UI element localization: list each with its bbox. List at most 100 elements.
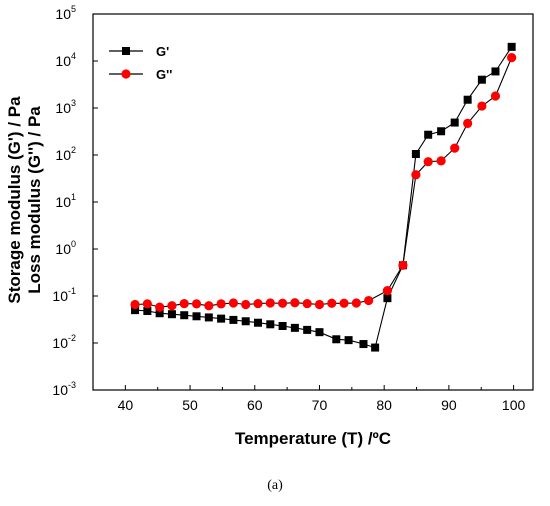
g-prime-point <box>383 294 392 303</box>
y-tick-base: 10 <box>52 382 68 398</box>
y-axis-title-line2: Loss modulus (G'') / Pa <box>25 106 44 294</box>
g-double-prime-point <box>339 298 349 308</box>
y-tick-base: 10 <box>55 147 71 163</box>
g-double-prime-point <box>290 298 300 308</box>
g-double-prime-point <box>204 301 214 311</box>
g-double-prime-point <box>277 298 288 308</box>
g-double-prime-point <box>241 299 251 310</box>
legend-marker-g-double-prime <box>121 69 131 79</box>
x-tick-label: 60 <box>247 397 263 413</box>
y-tick-exponent: 0 <box>71 239 76 249</box>
y-tick-label: 10-2 <box>52 333 76 351</box>
g-prime-point <box>477 75 486 84</box>
legend-label-g-double-prime: G'' <box>156 67 172 82</box>
g-prime-point <box>359 340 368 349</box>
figure-caption: (a) <box>267 478 283 493</box>
g-prime-point <box>266 320 275 329</box>
legend-marker-g-prime <box>122 47 130 55</box>
g-prime-point <box>463 95 472 104</box>
g-prime-point <box>437 127 446 136</box>
g-double-prime-point <box>436 156 446 166</box>
g-double-prime-point <box>507 53 517 63</box>
x-axis-ticks: 40 50 60 70 80 90 100 <box>92 385 526 413</box>
g-prime-point <box>450 118 459 127</box>
g-double-prime-point <box>351 298 361 308</box>
g-double-prime-point <box>253 298 263 309</box>
g-double-prime-point <box>327 298 337 308</box>
y-tick-exponent: 4 <box>71 51 76 61</box>
g-double-prime-point <box>490 91 501 101</box>
g-prime-point <box>131 306 140 315</box>
g-prime-point <box>192 312 201 321</box>
y-tick-exponent: 1 <box>71 192 76 202</box>
g-prime-point <box>344 336 353 345</box>
g-double-prime-point <box>216 299 226 309</box>
g-double-prime-point <box>450 143 460 153</box>
g-prime-point <box>491 67 500 76</box>
series-layer <box>130 42 517 352</box>
y-tick-label: 104 <box>55 51 76 69</box>
y-tick-exponent: 3 <box>71 98 76 108</box>
g-prime-point <box>143 306 152 315</box>
y-tick-label: 101 <box>55 192 76 210</box>
g-double-prime-point <box>191 299 202 309</box>
g-prime-point <box>303 325 312 334</box>
x-tick-label: 40 <box>118 397 134 413</box>
y-tick-label: 102 <box>55 145 76 163</box>
rheology-chart: 40 50 60 70 80 90 100 10-310-210-1100101102103… <box>5 4 534 448</box>
g-prime-point <box>167 310 176 319</box>
y-tick-base: 10 <box>52 288 68 304</box>
y-tick-label: 105 <box>55 4 76 22</box>
x-tick-label: 100 <box>502 397 526 413</box>
g-prime-point <box>204 313 213 322</box>
g-prime-point <box>290 323 299 332</box>
x-tick-label: 80 <box>376 397 392 413</box>
g-double-prime-point <box>398 260 408 270</box>
y-tick-base: 10 <box>55 194 71 210</box>
g-prime-point <box>254 318 262 327</box>
y-tick-exponent: -3 <box>68 380 76 390</box>
legend-label-g-prime: G' <box>156 44 169 59</box>
g-prime-point <box>315 328 324 337</box>
y-tick-label: 10-1 <box>52 286 76 304</box>
x-axis-title: Temperature (T) /ºC <box>235 429 391 448</box>
g-prime-point <box>411 150 420 159</box>
g-double-prime-point <box>411 170 421 180</box>
g-double-prime-point <box>382 286 393 296</box>
g-double-prime-point <box>477 101 487 111</box>
y-tick-base: 10 <box>55 241 71 257</box>
g-double-prime-point <box>302 298 312 309</box>
y-tick-exponent: 2 <box>71 145 76 155</box>
y-tick-label: 103 <box>55 98 76 116</box>
y-tick-label: 100 <box>55 239 76 257</box>
g-double-prime-point <box>463 118 473 129</box>
y-tick-base: 10 <box>55 6 71 22</box>
legend: G' G'' <box>109 44 172 82</box>
g-prime-point <box>507 42 516 51</box>
x-tick-label: 90 <box>441 397 457 413</box>
g-prime-point <box>217 314 226 323</box>
g-double-prime-point <box>179 298 189 309</box>
y-tick-base: 10 <box>55 100 71 116</box>
series-line-g-double-prime <box>135 57 513 308</box>
y-tick-exponent: -1 <box>68 286 76 296</box>
g-prime-point <box>155 309 164 318</box>
y-axis-title-line1: Storage modulus (G') / Pa <box>5 96 24 304</box>
g-double-prime-point <box>228 298 239 308</box>
g-prime-point <box>332 335 341 344</box>
g-double-prime-point <box>314 299 325 310</box>
y-tick-exponent: -2 <box>68 333 76 343</box>
g-prime-point <box>180 311 189 320</box>
g-double-prime-point <box>423 157 433 167</box>
y-tick-base: 10 <box>52 335 68 351</box>
g-prime-point <box>278 321 287 330</box>
g-double-prime-point <box>364 295 374 306</box>
x-tick-label: 70 <box>312 397 328 413</box>
g-double-prime-point <box>167 301 177 311</box>
g-prime-point <box>424 130 433 139</box>
y-tick-label: 10-3 <box>52 380 76 398</box>
g-prime-point <box>229 315 238 324</box>
g-double-prime-point <box>130 299 140 310</box>
x-tick-label: 50 <box>182 397 198 413</box>
